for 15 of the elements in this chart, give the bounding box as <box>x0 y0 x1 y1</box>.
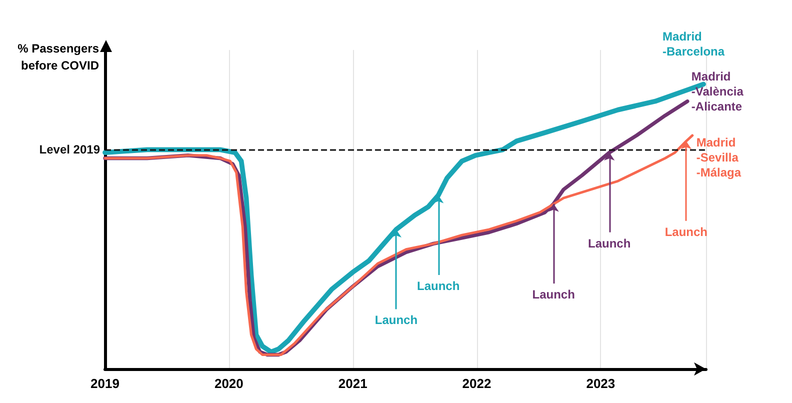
annotation: Launch <box>374 313 418 328</box>
annotation: Launch <box>664 224 708 239</box>
annotation: Launch <box>532 288 575 302</box>
series-label: Madrid -València -Alicante <box>691 69 744 114</box>
text: Madrid -Barcelona <box>662 30 725 59</box>
annotation: Launch <box>588 236 631 250</box>
x-tick-label: 2020 <box>214 376 244 391</box>
annotation: Launch <box>417 279 460 294</box>
x-tick-label: 2021 <box>338 376 368 391</box>
x-tick-label: 2023 <box>586 376 616 391</box>
x-tick-label: 2019 <box>90 376 120 391</box>
ref-line-label: Level 2019 <box>39 142 100 157</box>
legend-label: Madrid -Sevilla -Málaga <box>696 135 742 180</box>
y-axis-title: % Passengers before COVID <box>18 42 100 72</box>
x-tick-label: 2022 <box>462 376 492 391</box>
